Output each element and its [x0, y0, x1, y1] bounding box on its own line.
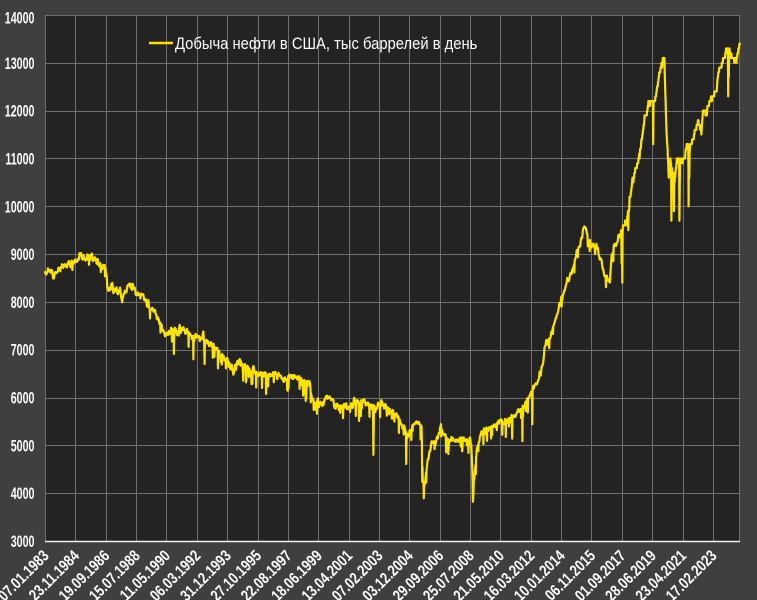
svg-text:5000: 5000 — [11, 437, 35, 456]
svg-text:4000: 4000 — [11, 485, 35, 504]
svg-text:Добыча нефти в США, тыс баррел: Добыча нефти в США, тыс баррелей в день — [175, 35, 477, 53]
svg-text:13000: 13000 — [5, 54, 35, 73]
svg-text:6000: 6000 — [11, 389, 35, 408]
svg-text:7000: 7000 — [11, 341, 35, 360]
svg-text:10000: 10000 — [5, 198, 35, 217]
svg-text:11000: 11000 — [5, 150, 34, 169]
svg-text:14000: 14000 — [5, 9, 35, 28]
svg-text:8000: 8000 — [11, 294, 35, 313]
svg-text:9000: 9000 — [11, 246, 35, 265]
svg-text:12000: 12000 — [5, 102, 35, 121]
svg-text:3000: 3000 — [11, 533, 35, 552]
